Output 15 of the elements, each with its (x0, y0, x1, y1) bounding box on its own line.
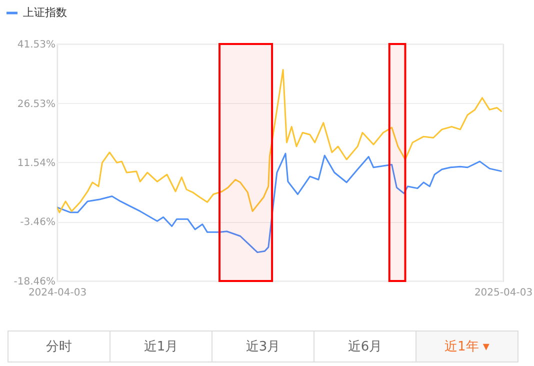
line-series (57, 69, 503, 214)
y-tick-label: 11.54% (17, 158, 56, 169)
text: 分时 (46, 340, 72, 354)
text: 近1年 ▾ (444, 340, 490, 354)
x-tick-label: 2025-04-03 (474, 288, 533, 298)
x-tick-label: 2024-04-03 (28, 288, 87, 298)
text: 近1月 (144, 340, 178, 354)
y-tick-label: 26.53% (17, 98, 56, 110)
line-series (57, 152, 503, 254)
text: 近6月 (348, 340, 382, 354)
y-tick-label: -18.46% (14, 276, 56, 288)
y-tick-label: 41.53% (17, 40, 56, 50)
legend-label: 上证指数 (23, 6, 67, 19)
y-tick-label: -3.46% (20, 217, 56, 228)
text: 近3月 (246, 340, 280, 354)
